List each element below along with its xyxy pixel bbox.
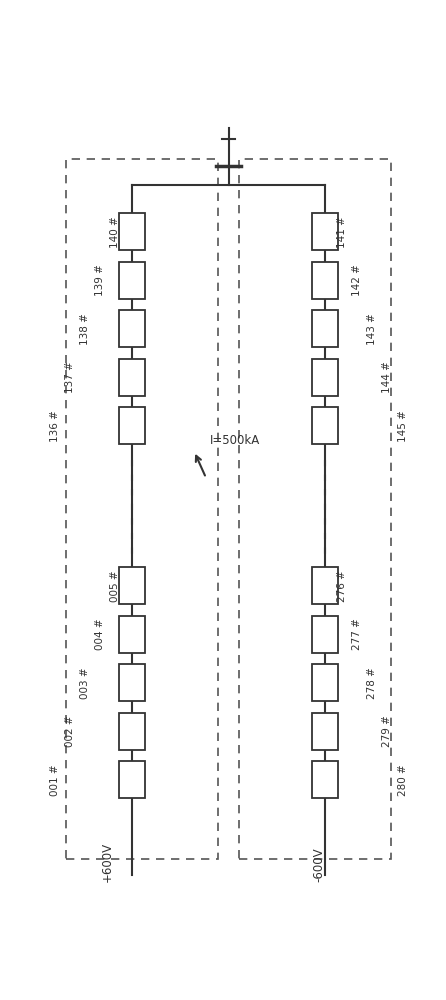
Text: 143 #: 143 #	[367, 313, 377, 345]
Text: 142 #: 142 #	[352, 264, 362, 296]
Bar	[119, 761, 145, 798]
Bar	[312, 567, 339, 604]
Bar	[312, 616, 339, 653]
Bar	[119, 213, 145, 250]
Text: +600V: +600V	[101, 842, 114, 882]
Bar	[119, 713, 145, 750]
Bar	[312, 262, 339, 299]
Bar	[312, 359, 339, 396]
Bar	[119, 616, 145, 653]
Text: 139 #: 139 #	[95, 264, 105, 296]
Text: 001 #: 001 #	[50, 764, 59, 796]
Text: 145 #: 145 #	[398, 410, 408, 442]
Bar	[66, 158, 218, 859]
Text: I=500kA: I=500kA	[210, 434, 260, 447]
Text: 002 #: 002 #	[65, 716, 75, 747]
Text: 140 #: 140 #	[110, 216, 120, 248]
Bar	[119, 359, 145, 396]
Bar	[239, 158, 391, 859]
Bar	[119, 664, 145, 701]
Text: 278 #: 278 #	[367, 667, 377, 699]
Text: 003 #: 003 #	[80, 667, 90, 699]
Bar	[119, 262, 145, 299]
Text: 141 #: 141 #	[337, 216, 347, 248]
Text: 279 #: 279 #	[382, 715, 392, 747]
Text: 136 #: 136 #	[50, 410, 59, 442]
Bar	[119, 567, 145, 604]
Bar	[312, 761, 339, 798]
Bar	[119, 407, 145, 444]
Text: 276 #: 276 #	[337, 570, 347, 602]
Text: 277 #: 277 #	[352, 618, 362, 650]
Bar	[312, 713, 339, 750]
Text: 280 #: 280 #	[398, 764, 408, 796]
Bar	[312, 310, 339, 347]
Text: 144 #: 144 #	[382, 361, 392, 393]
Text: 004 #: 004 #	[95, 619, 105, 650]
Bar	[312, 664, 339, 701]
Text: 005 #: 005 #	[110, 570, 120, 602]
Bar	[312, 213, 339, 250]
Text: 138 #: 138 #	[80, 313, 90, 345]
Bar	[119, 310, 145, 347]
Text: 137 #: 137 #	[65, 361, 75, 393]
Bar	[312, 407, 339, 444]
Text: -600V: -600V	[312, 848, 325, 882]
